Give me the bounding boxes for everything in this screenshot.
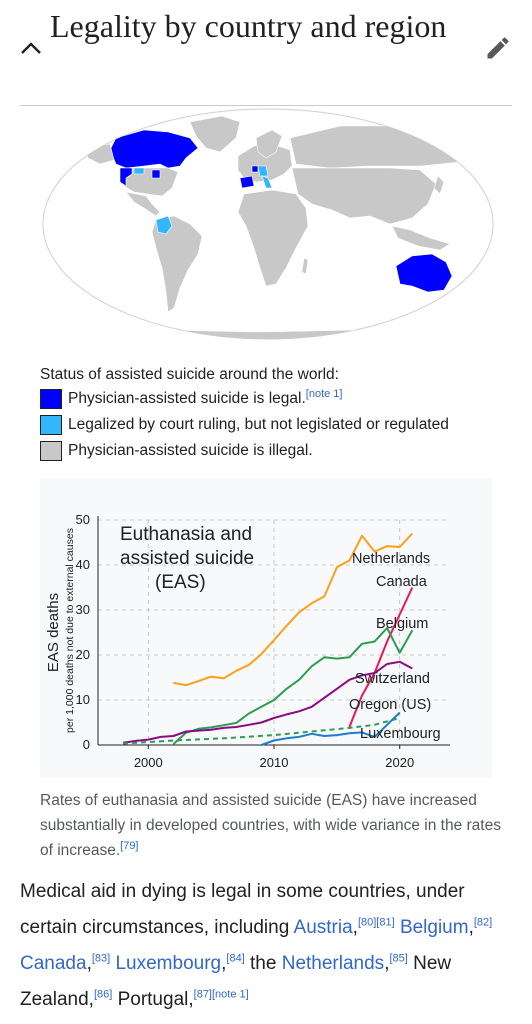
series-line-oregon-us [123,717,400,745]
canada-shape [109,129,199,169]
comma-canada: , [86,953,92,974]
benelux-shape [251,165,259,173]
reference-85-link[interactable]: [85] [389,952,408,965]
link-luxembourg[interactable]: Luxembourg [115,953,222,974]
y-tick-label-20: 20 [76,647,90,662]
chart-title-line-1: Euthanasia and [120,524,252,545]
reference-86-link[interactable]: [86] [93,988,113,1001]
usa-west-states-shape [119,167,133,187]
south-america-shape [151,215,203,313]
usa-montana-shape [133,167,145,175]
series-line-canada [348,587,414,728]
legend-label-legal: Physician-assisted suicide is legal. [68,390,306,407]
y-axis-sublabel: per 1,000 deaths not due to external cau… [64,528,76,733]
pencil-edit-icon[interactable] [484,34,512,62]
scandinavia-shape [255,129,283,159]
comma-austria: , [352,917,358,938]
series-label-canada: Canada [376,574,428,590]
russia-shape [289,125,481,169]
series-line-luxembourg [261,711,401,746]
reference-79-link[interactable]: [79] [120,839,139,852]
germany-austria-shape [257,165,269,177]
section-title: Legality by country and region [50,8,447,44]
map-caption: Status of assisted suicide around the wo… [40,364,500,464]
y-axis-label: EAS deaths [45,593,62,672]
asia-shape [291,167,437,225]
map-caption-title: Status of assisted suicide around the wo… [40,366,339,383]
legend-label-illegal: Physician-assisted suicide is illegal. [68,442,313,459]
series-line-switzerland [122,660,413,744]
legend-swatch-court-ruling [40,415,62,435]
paragraph-new-zealand-text: New Zealand, [20,953,452,1010]
y-tick-label-40: 40 [76,557,90,572]
usa-east-states-shape [151,169,161,179]
spain-portugal-shape [239,175,255,189]
comma-netherlands: , [384,953,390,974]
reference-83-link[interactable]: [83] [91,952,111,965]
chart-caption-text: Rates of euthanasia and assisted suicide… [40,792,501,859]
chevron-up-icon[interactable] [18,38,44,58]
africa-shape [237,189,309,287]
legend-item-illegal: Physician-assisted suicide is illegal. [40,438,500,464]
x-tick-label-2010: 2010 [260,755,289,770]
reference-82-link[interactable]: [82] [473,916,493,929]
australia-shape [395,253,453,293]
series-label-netherlands: Netherlands [352,551,430,567]
legend-item-court-ruling: Legalized by court ruling, but not legis… [40,412,500,438]
chart-title-line-3: (EAS) [155,572,206,593]
reference-84-link[interactable]: [84] [226,952,245,965]
note-1-reference-link[interactable]: [note 1] [305,387,343,400]
southeast-asia-shape [391,225,451,251]
madagascar-shape [301,257,309,275]
world-map-image[interactable] [40,108,496,358]
eas-chart-image[interactable]: 0 10 20 30 40 50 2000 2010 2020 EAS deaths per 1,0… [40,478,492,778]
reference-81-link[interactable]: [81] [376,916,395,929]
series-label-luxembourg: Luxembourg [360,726,441,742]
mexico-shape [125,191,161,217]
japan-shape [433,175,445,195]
chart-caption: Rates of euthanasia and assisted suicide… [40,788,510,863]
paragraph-the-text: the [244,953,282,974]
paragraph-note-1-link[interactable]: [note 1] [212,988,249,1001]
link-netherlands[interactable]: Netherlands [281,953,385,974]
series-line-belgium [172,627,414,745]
new-zealand-shape [453,287,463,305]
eas-chart-svg: 0 10 20 30 40 50 2000 2010 2020 EAS deaths per 1,0… [45,512,450,770]
legend-label-court-ruling: Legalized by court ruling, but not legis… [68,416,449,433]
reference-80-link[interactable]: [80] [357,916,377,929]
section-header[interactable]: Legality by country and region [0,0,532,106]
paragraph-intro-text: Medical aid in dying is legal in some co… [20,881,465,938]
y-tick-label-50: 50 [76,512,90,527]
comma-luxembourg: , [221,953,227,974]
body-paragraph: Medical aid in dying is legal in some co… [20,874,520,1018]
x-tick-label-2020: 2020 [385,755,414,770]
section-divider [20,105,512,106]
series-label-belgium: Belgium [376,616,428,632]
link-austria[interactable]: Austria [293,917,353,938]
legend-swatch-illegal [40,441,62,461]
comma-belgium: , [468,917,474,938]
legend-swatch-legal [40,389,62,409]
x-tick-label-2000: 2000 [134,755,163,770]
y-tick-label-0: 0 [83,737,90,752]
series-label-oregon-us: Oregon (US) [349,697,431,713]
y-tick-label-10: 10 [76,692,90,707]
link-canada[interactable]: Canada [20,953,87,974]
series-label-switzerland: Switzerland [355,671,430,687]
italy-shape [261,175,273,189]
chart-title-line-2: assisted suicide [120,548,254,569]
greenland-shape [189,115,241,153]
link-belgium[interactable]: Belgium [399,917,469,938]
series-line-netherlands [173,532,414,687]
colombia-shape [155,215,173,235]
y-tick-label-30: 30 [76,602,90,617]
legend-item-legal: Physician-assisted suicide is legal.[not… [40,386,500,412]
paragraph-portugal-text: Portugal, [112,989,194,1010]
reference-87-link[interactable]: [87] [193,988,212,1001]
